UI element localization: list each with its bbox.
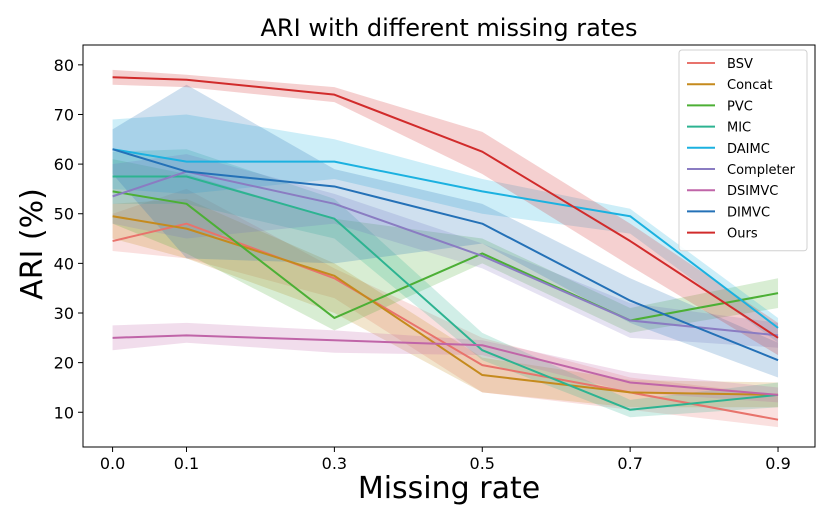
y-tick-label: 10: [54, 403, 74, 422]
series-lines: [112, 76, 779, 421]
line-daimc: [112, 148, 779, 329]
line-completer: [112, 170, 779, 337]
legend-label: DSIMVC: [727, 184, 778, 199]
legend-label: DIMVC: [727, 205, 770, 220]
legend: BSV Concat PVC MIC DAIMC Completer DSIMVC DIMVC…: [678, 49, 808, 252]
band-mic: [112, 149, 779, 418]
y-tick-label: 40: [54, 254, 74, 273]
band-dsimvc: [112, 322, 779, 403]
x-tick-label: 0.0: [100, 454, 125, 473]
x-tick-label: 0.7: [617, 454, 642, 473]
y-tick-label: 50: [54, 205, 74, 224]
band-daimc: [112, 114, 779, 343]
band-ours: [112, 69, 779, 356]
legend-label: BSV: [727, 57, 753, 72]
y-axis-label: ARI (%): [15, 188, 50, 300]
y-tick-label: 30: [54, 304, 74, 323]
y-tick-label: 70: [54, 105, 74, 124]
x-tick-label: 0.9: [765, 454, 790, 473]
x-tick-label: 0.5: [470, 454, 495, 473]
x-tick-label: 0.3: [322, 454, 347, 473]
line-dsimvc: [112, 334, 779, 396]
band-bsv: [112, 188, 779, 428]
x-axis: 0.0 0.1 0.3 0.5 0.7 0.9: [100, 447, 791, 473]
line-ours: [112, 76, 779, 339]
x-axis-label: Missing rate: [358, 471, 540, 506]
legend-label: Ours: [727, 227, 758, 242]
confidence-bands: [112, 69, 779, 428]
legend-label: DAIMC: [727, 142, 770, 157]
y-axis: 10 20 30 40 50 60 70 80: [54, 56, 83, 422]
chart-title: ARI with different missing rates: [261, 14, 638, 42]
legend-label: MIC: [727, 121, 751, 136]
y-tick-label: 60: [54, 155, 74, 174]
legend-label: Concat: [727, 78, 772, 93]
plot-frame: [82, 44, 816, 448]
y-tick-label: 20: [54, 354, 74, 373]
band-concat: [112, 198, 779, 408]
legend-label: Completer: [727, 163, 796, 178]
legend-box: [678, 49, 808, 252]
legend-label: PVC: [727, 99, 753, 114]
band-dimvc: [112, 84, 779, 378]
y-tick-label: 80: [54, 56, 74, 75]
x-tick-label: 0.1: [174, 454, 199, 473]
line-concat: [112, 215, 779, 396]
line-dimvc: [112, 148, 779, 362]
